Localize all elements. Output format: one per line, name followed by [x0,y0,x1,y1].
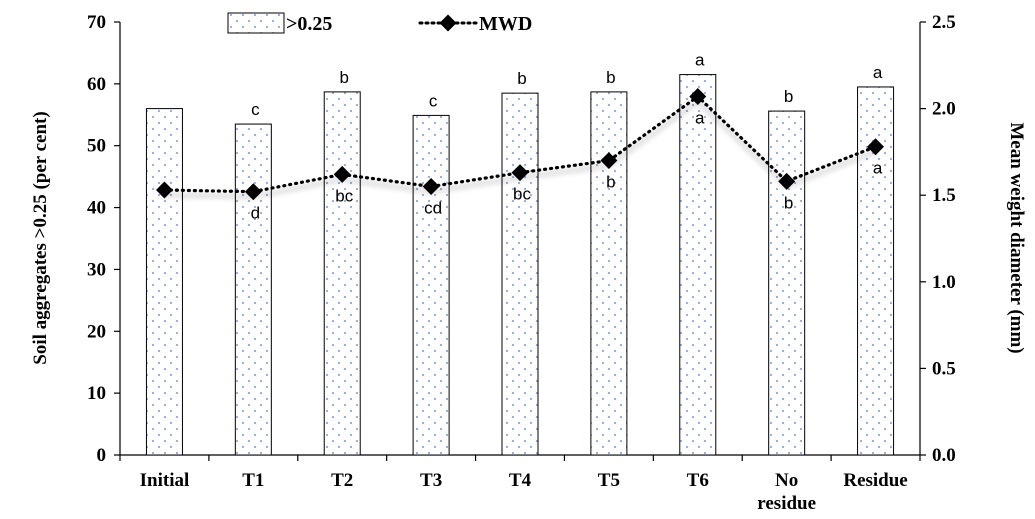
bar-4 [501,92,539,456]
left-tick-label: 10 [87,383,106,404]
bar-significance-label: c [251,100,260,119]
bar-significance-label: c [429,91,438,110]
bar-2 [323,91,361,456]
legend: >0.25 MWD [227,12,532,35]
legend-bar-label: >0.25 [286,13,332,35]
x-tick-label-line: No [775,470,798,491]
mwd-marker-8 [867,138,885,156]
mwd-marker-6 [689,87,707,105]
bar-7 [768,110,806,456]
y-axis-title: Soil aggregates >0.25 (per cent) [30,111,51,364]
right-axis-ticks: 0.0 0.5 1.0 1.5 2.0 2.5 [920,12,956,466]
left-tick-label: 70 [87,12,106,33]
bar-6 [679,74,717,456]
x-tick-label: No residue [757,470,816,514]
x-tick-label-line: Residue [843,470,907,491]
line-significance-label: b [606,173,615,192]
x-tick-label-line: T2 [331,470,353,491]
x-tick-label: T3 [420,470,442,491]
x-tick-label-line: T1 [242,470,264,491]
y2-axis-title: Mean weight diameter (mm) [1006,122,1027,353]
legend-line-label: MWD [479,13,532,35]
right-tick-label: 2.0 [932,99,956,120]
x-tick-label: T5 [598,470,620,491]
right-tick-label: 1.0 [932,272,956,293]
mwd-marker-0 [155,181,173,199]
left-tick-label: 0 [97,445,107,466]
legend-bar-swatch [227,12,285,34]
legend-marker [439,14,457,32]
mwd-marker-3 [422,178,440,196]
x-tick-label: T4 [509,470,532,491]
bar-significance-labels: c b c b b a b a [251,51,883,119]
mwd-marker-2 [333,165,351,183]
x-tick-label-line: T5 [598,470,620,491]
bar-5 [590,91,628,456]
line-significance-label: cd [424,199,442,218]
x-tick-label: Initial [140,470,190,491]
x-tick-label: T1 [242,470,264,491]
bar-significance-label: b [339,68,348,87]
line-significance-label: d [251,204,260,223]
left-tick-label: 30 [87,259,106,280]
left-tick-label: 20 [87,321,106,342]
x-tick-label-line: Initial [140,470,190,491]
line-significance-label: a [873,159,883,178]
bar-significance-label: b [606,68,615,87]
left-tick-label: 60 [87,74,106,95]
mwd-marker-4 [511,164,529,182]
x-axis-tick-labels: Initial T1 T2 T3 T4 T5 T6 No residue Residue [119,455,921,514]
bar-3 [412,114,450,456]
right-tick-label: 0.5 [932,358,956,379]
line-significance-label: a [695,108,705,127]
left-tick-label: 40 [87,198,106,219]
x-tick-label-line: T4 [509,470,532,491]
bar-significance-label: b [784,87,793,106]
bar-significance-label: b [517,69,526,88]
mwd-line-group [155,87,885,201]
x-tick-label: T6 [687,470,709,491]
x-tick-label-line: T3 [420,470,442,491]
left-axis-ticks: 0 10 20 30 40 50 60 70 [87,12,120,466]
right-tick-label: 2.5 [932,12,956,33]
line-significance-label: bc [335,186,353,205]
line-significance-label: bc [513,185,531,204]
bar-1 [234,123,272,456]
x-tick-label-line: T6 [687,470,709,491]
x-tick-label: T2 [331,470,353,491]
bar-significance-label: a [695,51,705,70]
line-significance-labels: d bc cd bc b a b a [251,108,883,222]
x-tick-label-line: residue [757,493,816,514]
mwd-marker-1 [244,183,262,201]
right-tick-label: 0.0 [932,445,956,466]
bar-significance-label: a [873,63,883,82]
left-tick-label: 50 [87,136,106,157]
x-tick-label: Residue [843,470,907,491]
mwd-marker-5 [600,152,618,170]
bar-0 [145,108,183,456]
mwd-marker-7 [778,172,796,190]
line-significance-label: b [784,193,793,212]
right-tick-label: 1.5 [932,185,956,206]
bars-group [145,74,895,456]
